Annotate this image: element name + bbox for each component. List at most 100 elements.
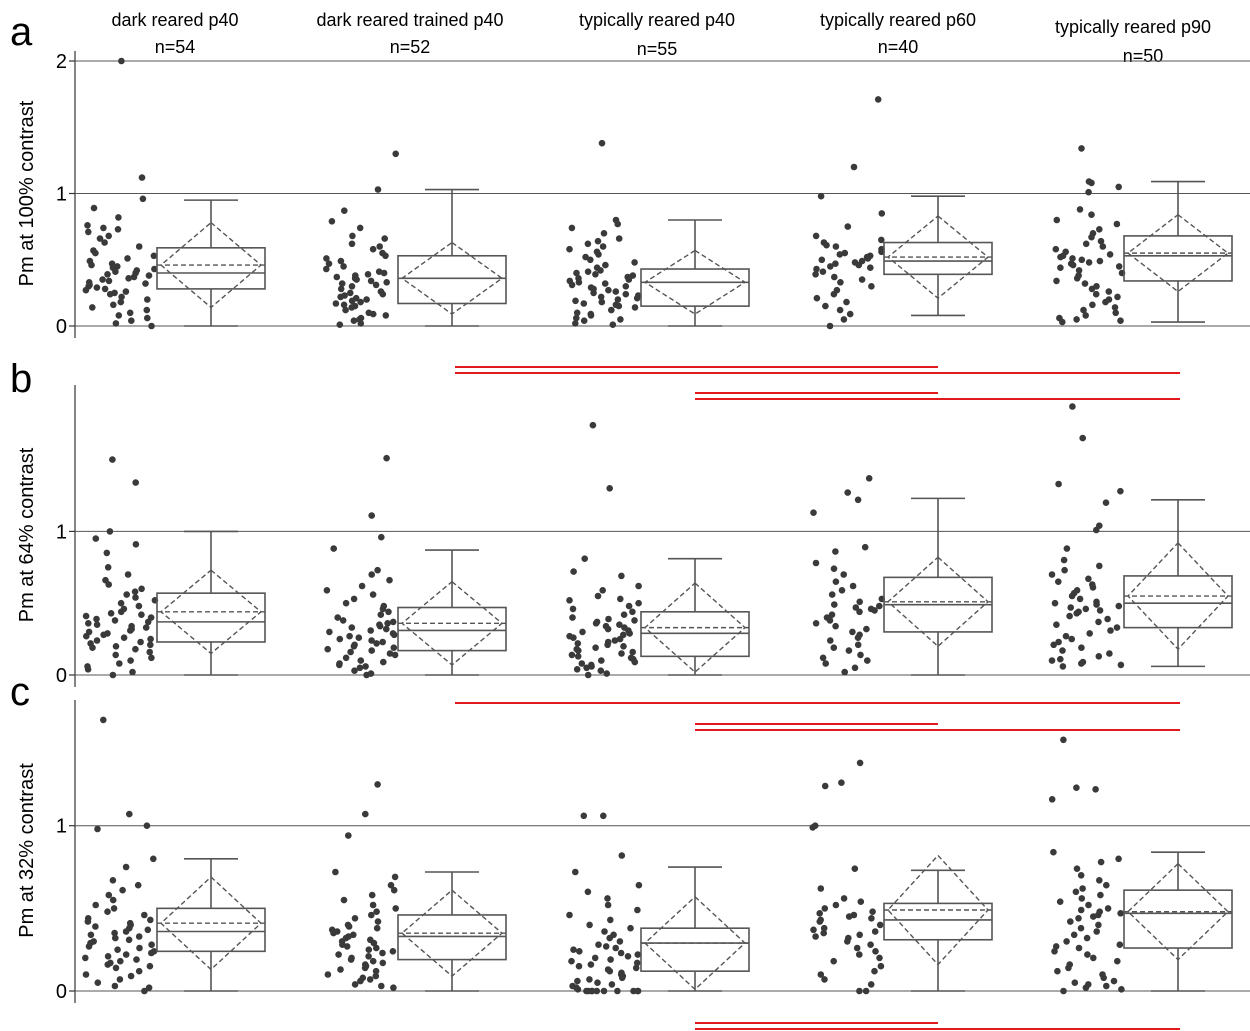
data-point — [584, 268, 592, 276]
data-point — [573, 666, 581, 673]
data-point — [856, 759, 864, 767]
data-point — [368, 512, 376, 519]
data-point — [353, 276, 360, 283]
data-point — [85, 620, 92, 627]
group-label-1: dark reared p40 — [111, 10, 238, 30]
data-point — [104, 271, 111, 278]
data-point — [587, 961, 595, 968]
data-point — [820, 924, 828, 932]
data-point — [383, 625, 390, 633]
box-sd-diamond — [643, 895, 747, 991]
data-point — [607, 916, 614, 924]
data-point — [858, 276, 866, 283]
data-point — [812, 232, 820, 240]
data-point — [586, 976, 593, 983]
data-point — [568, 651, 576, 659]
data-point — [821, 782, 829, 790]
group-b-2 — [323, 454, 507, 679]
data-point — [580, 812, 588, 820]
data-point — [336, 635, 344, 643]
y-tick-label-b-0: 0 — [56, 665, 67, 687]
data-point — [1115, 855, 1122, 863]
data-point — [380, 658, 387, 666]
data-point — [620, 611, 628, 618]
data-point — [633, 294, 641, 302]
data-point — [568, 224, 576, 232]
data-point — [1090, 954, 1097, 962]
data-point — [323, 265, 330, 273]
data-point — [1073, 610, 1080, 617]
data-point — [363, 296, 370, 303]
data-point — [337, 293, 344, 301]
data-point — [92, 923, 99, 930]
data-point — [1104, 615, 1111, 623]
data-point — [147, 635, 154, 643]
data-point — [1066, 612, 1073, 620]
data-point — [826, 322, 834, 330]
group-a-2 — [323, 150, 507, 329]
data-point — [832, 578, 840, 585]
data-point — [1117, 487, 1124, 495]
y-tick-label-b-1: 1 — [56, 521, 67, 543]
data-point — [635, 582, 642, 590]
data-point — [1059, 318, 1066, 326]
data-point — [142, 280, 149, 287]
data-point — [369, 957, 377, 965]
data-point — [597, 667, 605, 674]
data-point — [1048, 796, 1056, 803]
box-iqr — [883, 902, 993, 941]
data-point — [1093, 928, 1100, 935]
data-point — [92, 249, 99, 257]
data-point — [324, 645, 332, 653]
data-point — [573, 314, 580, 322]
data-point — [330, 929, 337, 937]
data-point — [816, 918, 824, 925]
data-point — [631, 658, 639, 666]
data-point — [592, 644, 599, 651]
data-point — [339, 617, 347, 624]
data-point — [1063, 938, 1070, 945]
data-point — [90, 204, 98, 212]
data-point — [382, 252, 389, 260]
data-point — [618, 650, 625, 657]
data-point — [612, 944, 619, 952]
data-point — [580, 317, 588, 325]
data-point — [832, 901, 840, 909]
data-point — [598, 298, 606, 306]
data-point — [1117, 910, 1124, 917]
data-point — [1050, 641, 1057, 649]
data-point — [362, 663, 369, 670]
data-point — [379, 290, 387, 298]
data-point — [378, 982, 385, 990]
data-point — [626, 630, 633, 637]
data-point — [124, 255, 131, 262]
data-point — [614, 296, 622, 303]
panels: 0 1 2 Pm at 100% contrast 0 1 Pm at 64% contra… — [16, 51, 1250, 1030]
box-iqr — [397, 254, 507, 305]
data-point — [390, 886, 398, 894]
data-point — [844, 489, 851, 496]
data-point — [104, 564, 112, 571]
data-point — [868, 915, 875, 922]
data-point — [92, 535, 100, 542]
data-point — [594, 979, 601, 986]
data-point — [326, 628, 333, 636]
data-point — [592, 271, 599, 278]
data-point — [84, 666, 92, 673]
group-n-4: n=40 — [878, 37, 919, 57]
data-point — [854, 641, 862, 649]
data-point — [369, 591, 377, 598]
data-point — [1097, 891, 1104, 899]
data-point — [104, 953, 112, 960]
data-point — [1069, 255, 1076, 262]
data-point — [126, 309, 134, 317]
data-point — [1075, 267, 1083, 274]
data-point — [844, 223, 852, 230]
y-axis-label-a: Pm at 100% contrast — [16, 100, 38, 286]
data-point — [346, 632, 353, 640]
data-point — [622, 283, 630, 290]
data-point — [850, 163, 858, 171]
data-point — [83, 632, 90, 640]
data-point — [583, 987, 590, 995]
data-point — [1055, 638, 1062, 646]
